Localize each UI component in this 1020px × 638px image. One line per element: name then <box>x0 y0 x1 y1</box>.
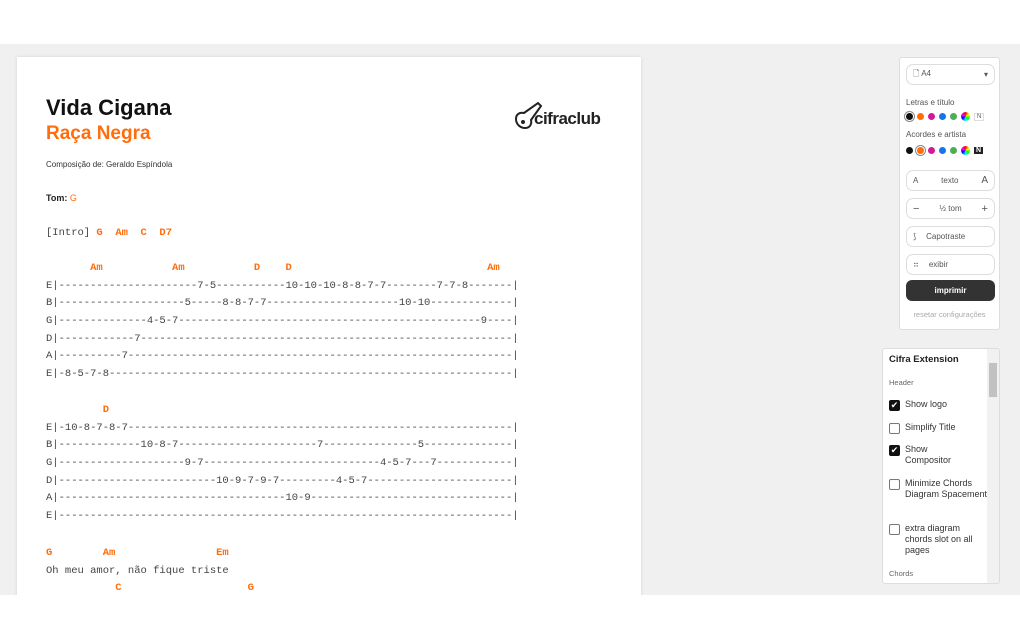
print-settings-panel: 🗋 A4 ▾ Letras e título N Acordes e artist… <box>899 57 1000 330</box>
show-label: exibir <box>928 260 948 269</box>
extension-title: Cifra Extension <box>889 354 959 365</box>
color-black[interactable] <box>904 111 915 122</box>
paper-size-value: A4 <box>921 68 932 78</box>
paper-size-select[interactable]: 🗋 A4 ▾ <box>906 64 995 85</box>
tab-line: B|--------------------5-----8-8-7-7-----… <box>46 297 519 310</box>
bold-toggle[interactable]: N <box>974 147 984 154</box>
tab-line: D|------------7-------------------------… <box>46 332 519 345</box>
print-button[interactable]: imprimir <box>906 280 995 301</box>
chords-artist-label: Acordes e artista <box>906 130 967 139</box>
custom-color-icon[interactable] <box>961 112 970 121</box>
intro-chords: G Am C D7 <box>96 227 173 239</box>
cifraclub-logo: cifraclub <box>510 97 606 137</box>
color-magenta[interactable] <box>928 147 935 154</box>
color-blue[interactable] <box>939 147 946 154</box>
chord-line: D <box>46 404 110 416</box>
intro-label: [Intro] <box>46 227 91 239</box>
tab-line: G|--------------------9-7---------------… <box>46 457 519 470</box>
option-label: Simplify Title <box>905 422 956 432</box>
color-blue[interactable] <box>939 113 946 120</box>
color-orange[interactable] <box>915 145 926 156</box>
option-label: extra diagram chords slot on all pages <box>905 523 973 555</box>
option-simplify-title[interactable]: Simplify Title <box>889 422 981 434</box>
lyrics-title-label: Letras e título <box>906 98 955 107</box>
tab-line: A|------------------------------------10… <box>46 492 519 505</box>
verse: G Am Em Oh meu amor, não fique triste C G <box>46 545 254 595</box>
checkbox[interactable] <box>889 524 900 535</box>
composer: Composição de: Geraldo Espíndola <box>46 160 173 169</box>
color-black[interactable] <box>906 147 913 154</box>
decrease-font-button[interactable]: A <box>913 176 919 185</box>
cifra-extension-panel: Cifra Extension Header ✔ Show logo Simpli… <box>882 348 1000 584</box>
lyrics-color-picker[interactable]: N <box>904 111 985 122</box>
tab-line: E|-10-8-7-8-7---------------------------… <box>46 421 519 434</box>
option-label: Show Compositor <box>905 444 952 465</box>
logo-text: cifraclub <box>534 109 601 128</box>
transpose-control: − ½ tom + <box>906 198 995 219</box>
chord-line: G Am Em <box>46 547 229 559</box>
tab-line: B|-------------10-8-7-------------------… <box>46 439 519 452</box>
scrollbar-thumb[interactable] <box>989 363 997 397</box>
section-header: Header <box>889 378 914 387</box>
normal-toggle[interactable]: N <box>974 112 985 121</box>
color-green[interactable] <box>950 113 957 120</box>
checkbox[interactable] <box>889 479 900 490</box>
option-extra-diagram-slot[interactable]: extra diagram chords slot on all pages <box>889 523 979 556</box>
checkbox[interactable] <box>889 423 900 434</box>
tab-line: E|--------------------------------------… <box>46 510 519 523</box>
checkbox[interactable]: ✔ <box>889 445 900 456</box>
scrollbar[interactable] <box>987 349 999 583</box>
custom-color-icon[interactable] <box>961 146 970 155</box>
option-show-compositor[interactable]: ✔ Show Compositor <box>889 444 952 466</box>
transpose-up-button[interactable]: + <box>981 202 988 215</box>
capo-icon: ⟆ <box>913 232 917 241</box>
document-icon: 🗋 <box>913 68 920 78</box>
key-value: G <box>69 193 77 203</box>
option-label: Minimize Chords Diagram Spacement <box>905 478 988 499</box>
guitar-icon <box>514 101 543 130</box>
increase-font-button[interactable]: A <box>981 175 988 186</box>
viewport: Vida Cigana Raça Negra Composição de: Ge… <box>0 44 1020 595</box>
option-label: Show logo <box>905 399 948 409</box>
tab-line: E|----------------------7-5-----------10… <box>46 279 519 292</box>
key: Tom: G <box>46 193 77 203</box>
option-minimize-spacement[interactable]: Minimize Chords Diagram Spacement <box>889 478 989 500</box>
tab-line: G|--------------4-5-7-------------------… <box>46 315 519 328</box>
chevron-down-icon: ▾ <box>983 70 988 79</box>
reset-settings-link[interactable]: resetar configurações <box>913 310 986 319</box>
color-orange[interactable] <box>917 113 924 120</box>
tab-block-1: Am Am D D Am E|----------------------7-5-… <box>46 260 519 384</box>
capo-label: Capotraste <box>926 232 966 241</box>
song-artist: Raça Negra <box>46 123 151 144</box>
tab-line: A|----------7---------------------------… <box>46 350 519 363</box>
show-button[interactable]: ⠶ exibir <box>906 254 995 275</box>
print-preview-sheet: Vida Cigana Raça Negra Composição de: Ge… <box>17 57 641 595</box>
transpose-down-button[interactable]: − <box>913 202 920 215</box>
font-size-label: texto <box>941 176 959 185</box>
checkbox[interactable]: ✔ <box>889 400 900 411</box>
transpose-label: ½ tom <box>939 204 962 213</box>
tab-line: E|-8-5-7-8------------------------------… <box>46 368 519 381</box>
capo-button[interactable]: ⟆ Capotraste <box>906 226 995 247</box>
color-magenta[interactable] <box>928 113 935 120</box>
grid-icon: ⠶ <box>913 260 919 269</box>
chords-color-picker[interactable]: N <box>906 145 984 156</box>
intro-line: [Intro] G Am C D7 <box>46 225 172 243</box>
color-green[interactable] <box>950 147 957 154</box>
song-title: Vida Cigana <box>46 95 172 120</box>
chord-line: C G <box>46 582 254 595</box>
option-show-logo[interactable]: ✔ Show logo <box>889 399 981 411</box>
tab-line: D|-------------------------10-9-7-9-7---… <box>46 474 519 487</box>
chord-line: Am Am D D Am <box>46 262 500 274</box>
lyric-line: Oh meu amor, não fique triste <box>46 564 229 577</box>
key-label: Tom: <box>46 193 68 203</box>
section-chords: Chords <box>889 569 914 578</box>
tab-block-2: D E|-10-8-7-8-7--------------------------… <box>46 402 519 526</box>
